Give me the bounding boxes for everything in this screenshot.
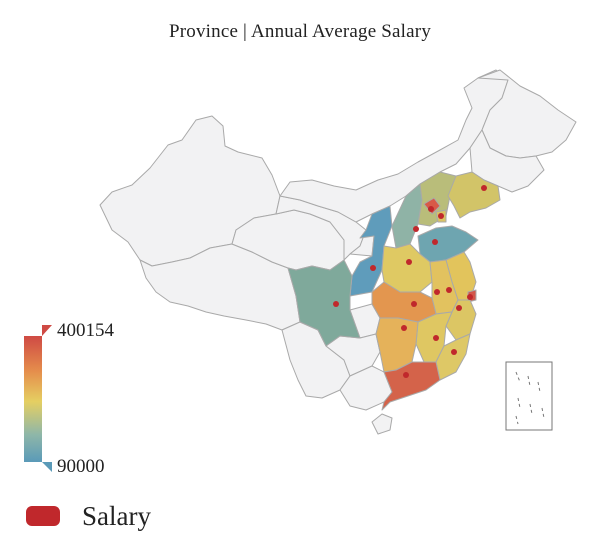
base-provinces [99,69,577,435]
region-shandong[interactable] [417,225,479,263]
marker-jiangxi[interactable] [433,335,439,341]
legend-item-salary[interactable]: Salary [26,500,151,532]
marker-tianjin[interactable] [438,213,444,219]
marker-liaoning[interactable] [481,185,487,191]
marker-shanghai[interactable] [467,294,473,300]
visual-map-gradient-bar[interactable] [24,336,42,462]
data-provinces [287,171,501,411]
south-china-sea-inset [505,361,553,431]
marker-fujian[interactable] [451,349,457,355]
region-hainan[interactable] [371,413,393,435]
legend-label: Salary [82,500,151,531]
marker-shandong[interactable] [432,239,438,245]
legend-swatch [26,506,60,526]
marker-beijing[interactable] [428,206,434,212]
region-hunan[interactable] [375,317,419,373]
region-guangdong[interactable] [381,361,441,411]
marker-zhejiang[interactable] [456,305,462,311]
marker-jiangsu[interactable] [446,287,452,293]
marker-shaanxi[interactable] [370,265,376,271]
visual-map-min-handle[interactable] [42,462,52,472]
marker-guangdong[interactable] [403,372,409,378]
marker-henan[interactable] [406,259,412,265]
visual-map-max-label: 400154 [57,320,114,341]
visual-map-min-label: 90000 [57,456,105,477]
visual-map-max-handle[interactable] [42,325,52,336]
region-sichuan[interactable] [287,259,361,347]
visual-map [24,325,52,472]
marker-hebei[interactable] [413,226,419,232]
marker-anhui[interactable] [434,289,440,295]
marker-hubei[interactable] [411,301,417,307]
region-zhejiang[interactable] [445,299,477,341]
chart-title: Province | Annual Average Salary [168,21,432,42]
marker-sichuan[interactable] [333,301,339,307]
region-liaoning[interactable] [447,171,501,219]
marker-hunan[interactable] [401,325,407,331]
marker-layer [333,185,487,378]
